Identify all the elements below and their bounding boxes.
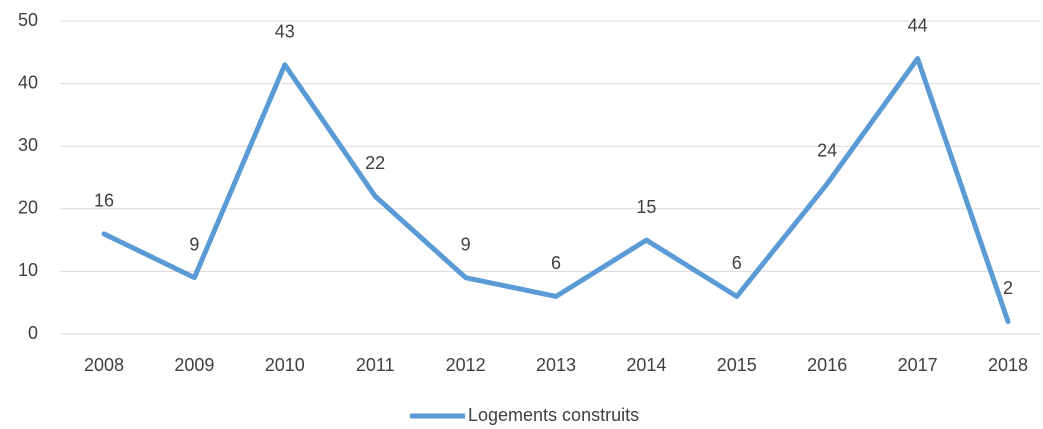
data-label: 9 [461, 234, 471, 254]
x-tick-label: 2014 [626, 355, 666, 375]
x-tick-label: 2016 [807, 355, 847, 375]
x-tick-label: 2010 [265, 355, 305, 375]
x-tick-label: 2011 [356, 355, 395, 375]
data-label: 15 [636, 197, 656, 217]
data-label: 6 [551, 253, 561, 273]
data-label: 6 [732, 253, 742, 273]
x-tick-label: 2008 [84, 355, 124, 375]
y-tick-label: 30 [18, 135, 38, 155]
x-tick-label: 2015 [717, 355, 757, 375]
data-label: 2 [1003, 278, 1013, 298]
data-label: 16 [94, 191, 114, 211]
y-tick-label: 40 [18, 72, 38, 92]
y-tick-label: 50 [18, 10, 38, 30]
x-tick-label: 2018 [988, 355, 1028, 375]
x-tick-label: 2012 [446, 355, 486, 375]
data-label: 24 [817, 141, 837, 161]
x-tick-label: 2013 [536, 355, 576, 375]
y-tick-label: 0 [28, 323, 38, 343]
y-tick-label: 10 [18, 260, 38, 280]
data-label: 43 [275, 22, 295, 42]
x-tick-label: 2009 [174, 355, 214, 375]
data-label: 9 [189, 234, 199, 254]
x-tick-label: 2017 [898, 355, 938, 375]
data-label: 44 [908, 15, 928, 35]
y-tick-label: 20 [18, 198, 38, 218]
legend-label: Logements construits [468, 405, 639, 425]
data-label: 22 [365, 153, 385, 173]
series-line [101, 56, 1011, 324]
